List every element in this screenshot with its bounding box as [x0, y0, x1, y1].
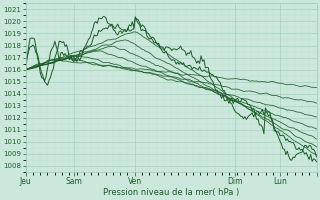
X-axis label: Pression niveau de la mer( hPa ): Pression niveau de la mer( hPa ) [103, 188, 239, 197]
